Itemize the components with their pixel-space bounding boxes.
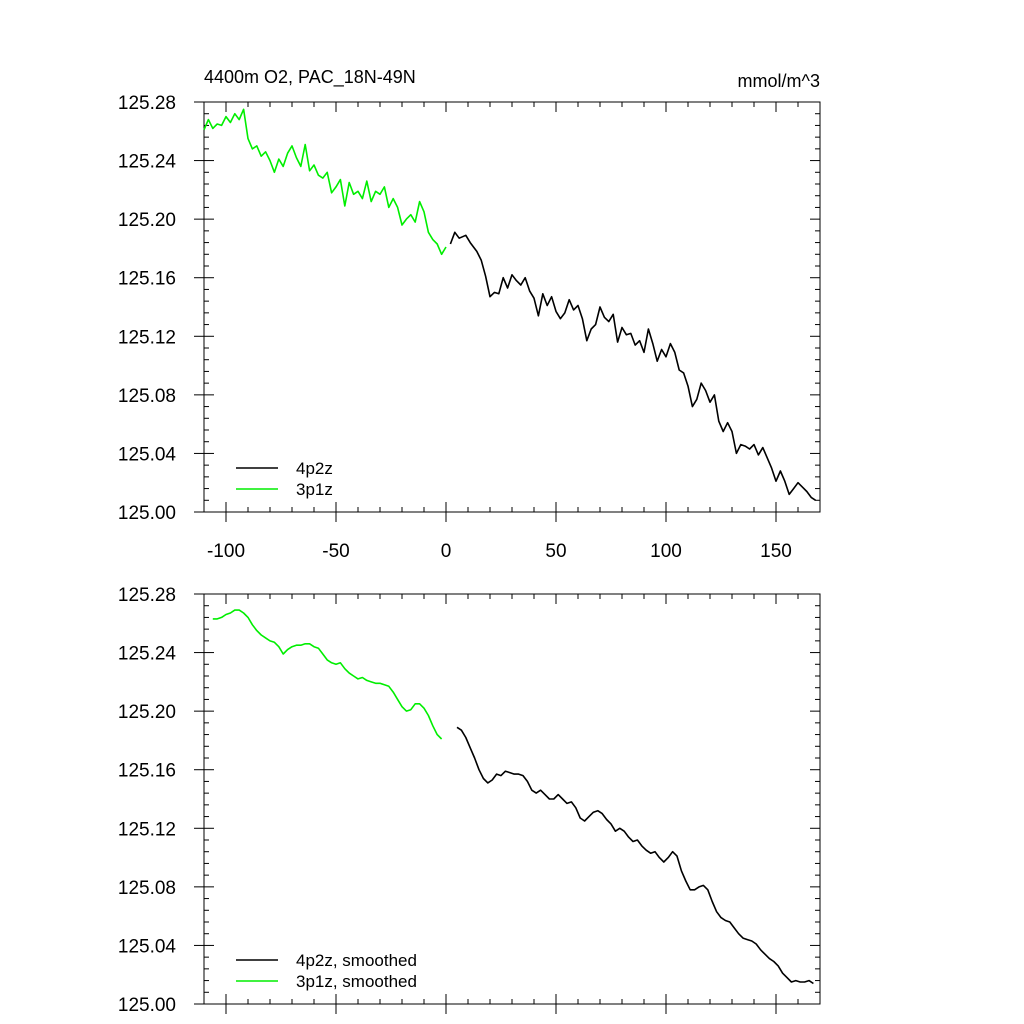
legend-label: 3p1z xyxy=(296,480,333,499)
x-tick-label: -100 xyxy=(207,541,245,562)
series-line-3p1z-smoothed xyxy=(212,609,443,740)
y-tick-label: 125.08 xyxy=(118,878,176,899)
series-line-4p2z xyxy=(449,231,817,501)
y-tick-label: 125.24 xyxy=(118,644,177,665)
series-line-3p1z xyxy=(203,108,447,256)
top-plot-panel: -100 -50 0 50 100 150 125.00 125.04 125.08 125.12… xyxy=(118,93,821,562)
legend-label: 3p1z, smoothed xyxy=(296,972,417,991)
x-tick-label: 0 xyxy=(441,541,452,562)
y-tick-label: 125.28 xyxy=(118,585,176,606)
y-tick-label: 125.04 xyxy=(118,936,177,957)
bottom-plot-panel: 125.00 125.04 125.08 125.12 125.16 125.20 125.… xyxy=(118,585,821,1016)
x-tick-label: 100 xyxy=(650,541,682,562)
y-tick-label: 125.28 xyxy=(118,93,176,114)
y-tick-label: 125.08 xyxy=(118,386,176,407)
y-tick-label: 125.24 xyxy=(118,152,177,173)
x-tick-label: 150 xyxy=(760,541,792,562)
chart-title: 4400m O2, PAC_18N-49N xyxy=(204,67,416,88)
x-tick-label: -50 xyxy=(322,541,349,562)
plot-frame xyxy=(203,101,821,513)
series-line-4p2z-smoothed xyxy=(456,726,814,985)
legend-label: 4p2z, smoothed xyxy=(296,951,417,970)
x-tick-label: 50 xyxy=(545,541,566,562)
y-tick-label: 125.12 xyxy=(118,819,176,840)
legend-label: 4p2z xyxy=(296,459,333,478)
y-tick-label: 125.16 xyxy=(118,761,176,782)
y-tick-label: 125.00 xyxy=(118,503,176,524)
y-tick-label: 125.20 xyxy=(118,702,176,723)
y-tick-label: 125.20 xyxy=(118,210,176,231)
y-tick-label: 125.16 xyxy=(118,269,176,290)
y-tick-label: 125.00 xyxy=(118,995,176,1016)
y-tick-label: 125.04 xyxy=(118,444,177,465)
plot-frame xyxy=(203,593,821,1005)
y-tick-label: 125.12 xyxy=(118,327,176,348)
chart-units: mmol/m^3 xyxy=(738,71,820,91)
